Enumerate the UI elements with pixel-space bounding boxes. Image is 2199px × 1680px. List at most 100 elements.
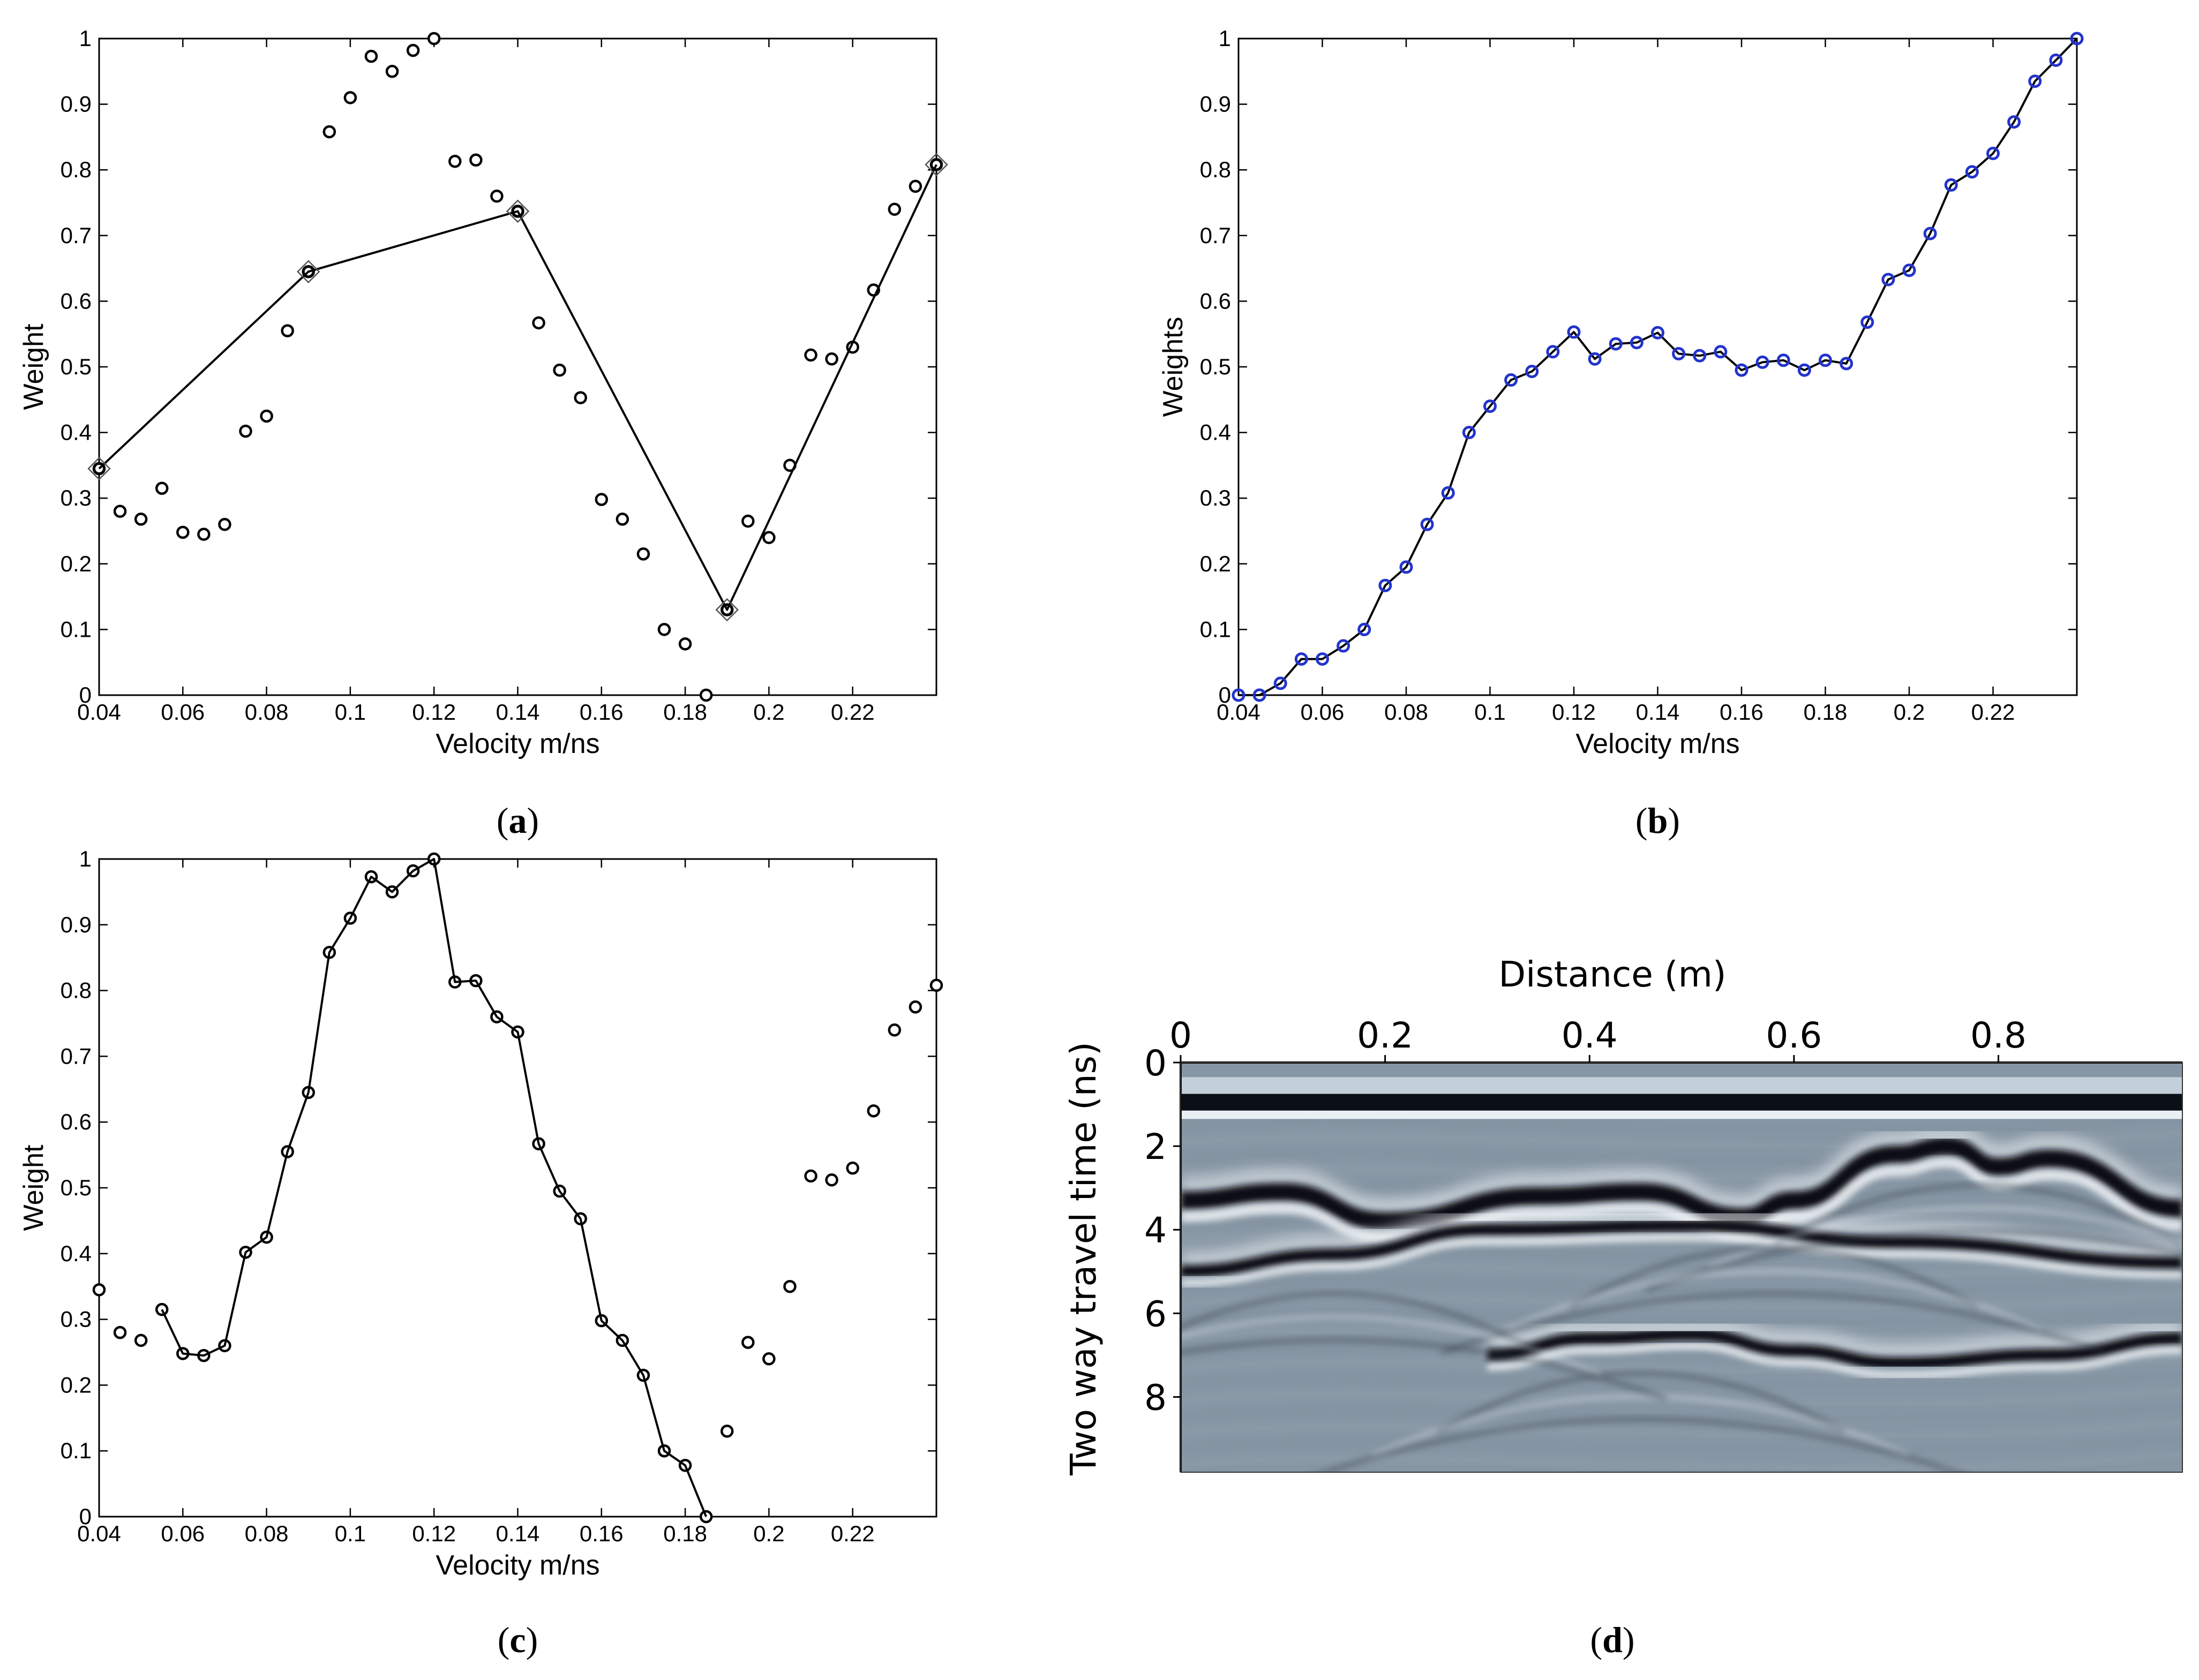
data-point bbox=[595, 493, 609, 506]
data-point bbox=[281, 324, 294, 337]
x-tick-label: 0.2 bbox=[1357, 1015, 1413, 1056]
x-tick-label: 0.16 bbox=[580, 1521, 624, 1546]
data-point bbox=[1588, 352, 1602, 366]
y-tick-label: 0.6 bbox=[1200, 288, 1231, 313]
caption-paren: ) bbox=[526, 1619, 538, 1660]
x-tick-label: 0.08 bbox=[245, 1521, 289, 1546]
data-point bbox=[699, 688, 713, 702]
y-tick-label: 0.3 bbox=[61, 485, 92, 510]
data-point bbox=[1378, 578, 1392, 592]
y-tick-label: 0 bbox=[79, 682, 92, 707]
panel-c: 0.04 0.06 0.08 0.1 0.12 0.14 0.16 0.18 0.2 0.22 0 0… bbox=[18, 846, 943, 1660]
radargram-frame bbox=[1180, 1062, 2183, 1473]
y-tick-label: 0.7 bbox=[61, 223, 92, 248]
y-tick-label: 6 bbox=[1144, 1293, 1167, 1335]
diffraction-hyperbola bbox=[1181, 1292, 1539, 1355]
data-point bbox=[1546, 345, 1560, 359]
data-point bbox=[1923, 227, 1937, 240]
data-point bbox=[741, 514, 755, 528]
diamond-marker bbox=[925, 153, 948, 177]
data-point bbox=[574, 391, 587, 404]
y-tick-label: 2 bbox=[1144, 1126, 1167, 1167]
x-tick-label: 0.06 bbox=[161, 1521, 205, 1546]
panel-caption: (a) bbox=[497, 800, 539, 841]
data-point bbox=[1902, 263, 1916, 277]
panel-caption: (d) bbox=[1590, 1619, 1634, 1660]
data-point bbox=[1252, 688, 1266, 702]
data-point bbox=[909, 1000, 922, 1014]
data-point bbox=[1819, 353, 1832, 367]
x-tick-label: 0.12 bbox=[1552, 699, 1596, 725]
diffraction-hyperbola bbox=[1319, 1417, 1962, 1472]
x-tick-label: 0.12 bbox=[412, 1521, 456, 1546]
caption-letter: d bbox=[1602, 1619, 1623, 1660]
y-axis-label: Weight bbox=[18, 1144, 49, 1231]
data-point bbox=[762, 531, 776, 545]
data-point bbox=[616, 513, 629, 526]
y-tick-label: 0.7 bbox=[1200, 223, 1231, 248]
y-tick-label: 1 bbox=[1219, 26, 1231, 51]
diffraction-hyperbola bbox=[1372, 1394, 1910, 1457]
y-tick-label: 0.6 bbox=[61, 288, 92, 313]
data-point bbox=[385, 65, 399, 78]
data-point bbox=[1881, 273, 1895, 287]
x-axis-label: Velocity m/ns bbox=[436, 728, 599, 759]
texture-band bbox=[1181, 1113, 2182, 1134]
caption-paren: ( bbox=[1635, 800, 1648, 841]
data-point bbox=[1965, 165, 1979, 179]
plot-frame bbox=[1237, 37, 2078, 696]
data-point bbox=[2070, 32, 2084, 46]
plot-frame bbox=[98, 37, 937, 696]
data-point bbox=[888, 202, 902, 216]
data-point bbox=[929, 978, 943, 992]
data-point bbox=[1693, 349, 1707, 363]
data-point bbox=[2049, 53, 2063, 67]
x-tick-label: 0.06 bbox=[161, 699, 205, 725]
panel-b: 0.04 0.06 0.08 0.1 0.12 0.14 0.16 0.18 0.2 0.22 0 0… bbox=[1158, 26, 2084, 841]
data-point bbox=[1735, 363, 1748, 377]
data-point bbox=[888, 1023, 902, 1037]
texture-band bbox=[1181, 1403, 2182, 1423]
x-tick-label: 0.16 bbox=[1720, 699, 1763, 725]
data-point bbox=[364, 49, 378, 63]
reflector-core bbox=[1487, 1328, 2182, 1370]
x-tick-label: 0.14 bbox=[1636, 699, 1680, 725]
x-tick-label: 0.1 bbox=[1474, 699, 1505, 725]
series-line bbox=[98, 164, 937, 611]
data-point bbox=[1840, 357, 1853, 371]
y-tick-label: 0.1 bbox=[1200, 616, 1231, 642]
data-point bbox=[113, 1325, 127, 1339]
y-tick-label: 0.5 bbox=[61, 354, 92, 379]
panel-d: 0 0.2 0.4 0.6 0.8 0 2 4 6 8 Distance (m) Two way tr… bbox=[1063, 954, 2183, 1660]
data-point bbox=[176, 525, 190, 539]
data-point bbox=[1504, 373, 1518, 387]
y-tick-label: 0.4 bbox=[61, 420, 92, 445]
panel-caption: (c) bbox=[498, 1619, 538, 1660]
y-tick-label: 0.9 bbox=[1200, 92, 1231, 117]
data-point bbox=[2007, 115, 2021, 129]
x-tick-label: 0.14 bbox=[496, 1521, 540, 1546]
diffraction-hyperbola bbox=[1709, 1206, 2182, 1269]
data-point bbox=[1337, 639, 1350, 653]
data-point bbox=[469, 153, 483, 167]
y-tick-label: 1 bbox=[79, 26, 92, 51]
diffraction-hyperbola bbox=[1505, 1269, 2043, 1332]
series-line bbox=[1239, 37, 2078, 696]
caption-paren: ) bbox=[527, 800, 539, 841]
data-point bbox=[783, 1279, 797, 1293]
x-tick-label: 0.1 bbox=[335, 699, 366, 725]
y-tick-label: 0.3 bbox=[1200, 485, 1231, 510]
direct-wave-light bbox=[1181, 1110, 2182, 1119]
x-axis-label: Velocity m/ns bbox=[1575, 728, 1739, 759]
data-point bbox=[1776, 353, 1790, 367]
data-point bbox=[134, 513, 148, 526]
caption-paren: ( bbox=[498, 1619, 510, 1660]
data-point bbox=[804, 1169, 817, 1183]
data-point bbox=[1462, 426, 1476, 440]
data-point bbox=[657, 623, 671, 636]
x-tick-label: 0.12 bbox=[412, 699, 456, 725]
data-point bbox=[825, 352, 838, 366]
x-tick-label: 0.18 bbox=[663, 1521, 707, 1546]
texture-band bbox=[1181, 1370, 2182, 1391]
